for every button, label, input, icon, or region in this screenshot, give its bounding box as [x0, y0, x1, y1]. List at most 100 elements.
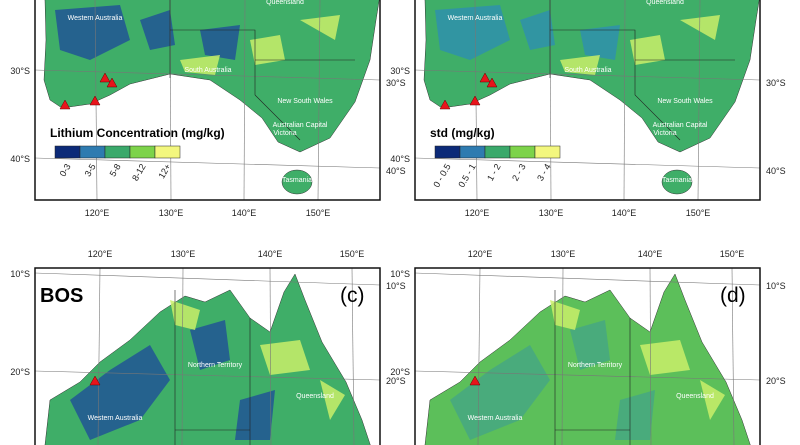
site-marker	[439, 99, 451, 110]
tasmania	[281, 169, 313, 195]
graticule	[649, 268, 652, 445]
land-patches	[435, 5, 720, 75]
site-marker	[89, 375, 101, 386]
legend-title: std (mg/kg)	[430, 126, 495, 140]
patch	[560, 55, 600, 75]
panel-label: BOS	[40, 285, 83, 307]
lat-label: 20°S	[386, 376, 406, 386]
state-label: Northern Territory	[188, 362, 243, 369]
patch	[170, 300, 200, 330]
site-marker	[469, 95, 481, 106]
state-label: Tasmania	[662, 177, 692, 184]
panel-tag: (d)	[720, 284, 746, 307]
state-label: Tasmania	[282, 177, 312, 184]
patch	[70, 345, 170, 440]
frame	[34, 0, 381, 201]
lon-label: 130°E	[171, 249, 196, 259]
lat-label: 20°S	[766, 376, 786, 386]
land-patches	[450, 300, 725, 440]
lon-label: 150°E	[720, 249, 745, 259]
lon-label: 130°E	[539, 208, 564, 218]
site-marker	[486, 77, 498, 88]
lon-label: 150°E	[340, 249, 365, 259]
lon-label: 140°E	[612, 208, 637, 218]
site-marker	[59, 99, 71, 110]
legend-swatch	[509, 145, 536, 159]
lon-label: 140°E	[258, 249, 283, 259]
state-label: Western Australia	[448, 15, 503, 22]
state-label: New South Wales	[657, 98, 713, 105]
state-label: Western Australia	[88, 415, 143, 422]
state-label: Queensland	[676, 393, 714, 400]
state-label: Queensland	[646, 0, 684, 6]
graticule	[623, 0, 626, 200]
patch	[520, 10, 555, 50]
lon-label: 150°E	[686, 208, 711, 218]
lat-label: 30°S	[766, 78, 786, 88]
state-label: South Australia	[184, 67, 231, 74]
patch	[570, 320, 610, 370]
patch	[200, 25, 240, 60]
site-marker	[89, 95, 101, 106]
patch	[700, 380, 725, 420]
state-label: South Australia	[564, 67, 611, 74]
graticule	[415, 272, 760, 286]
lon-label: 120°E	[468, 249, 493, 259]
state-border	[550, 29, 636, 95]
lat-label: 10°S	[10, 269, 30, 279]
graticule	[181, 268, 184, 445]
map	[415, 268, 760, 445]
graticule	[561, 268, 564, 445]
graticule	[269, 268, 272, 445]
lat-label: 10°S	[386, 281, 406, 291]
legend-swatch	[104, 145, 131, 159]
legend-swatch	[154, 145, 181, 159]
graticule	[35, 69, 380, 81]
graticule	[243, 0, 246, 200]
state-label: Queensland	[296, 393, 334, 400]
graticule	[351, 268, 355, 445]
graticule	[35, 157, 380, 169]
patch	[250, 35, 285, 65]
lon-label: 140°E	[232, 208, 257, 218]
patch	[235, 390, 275, 440]
legend-title: Lithium Concentration (mg/kg)	[50, 126, 225, 140]
state-label: Australian Capital	[653, 122, 708, 129]
land-patches	[70, 300, 345, 440]
graticule	[415, 69, 760, 81]
graticule	[477, 268, 481, 445]
lat-label: 20°S	[10, 367, 30, 377]
state-label: Western Australia	[68, 15, 123, 22]
patch	[580, 25, 620, 60]
graticule	[415, 157, 760, 169]
lat-label: 30°S	[10, 66, 30, 76]
graticule	[731, 268, 735, 445]
lat-label: 30°S	[390, 66, 410, 76]
lat-label: 30°S	[386, 78, 406, 88]
map	[35, 0, 380, 200]
legend-swatch	[129, 145, 156, 159]
state-label: Queensland	[266, 0, 304, 6]
legend-swatch	[534, 145, 561, 159]
legend-swatch	[54, 145, 81, 159]
legend-swatch	[434, 145, 461, 159]
site-marker	[469, 375, 481, 386]
lon-label: 120°E	[88, 249, 113, 259]
state-label: Victoria	[653, 130, 676, 137]
legend-swatch	[484, 145, 511, 159]
frame	[414, 0, 761, 201]
site-marker	[99, 72, 111, 83]
lon-label: 130°E	[159, 208, 184, 218]
patch	[640, 340, 690, 375]
legend-swatch	[459, 145, 486, 159]
lon-label: 120°E	[465, 208, 490, 218]
state-border	[254, 94, 301, 141]
graticule	[97, 268, 101, 445]
frame	[34, 267, 381, 445]
patch	[435, 5, 510, 60]
frame	[414, 267, 761, 445]
legend-swatch	[79, 145, 106, 159]
graticule	[317, 0, 321, 200]
